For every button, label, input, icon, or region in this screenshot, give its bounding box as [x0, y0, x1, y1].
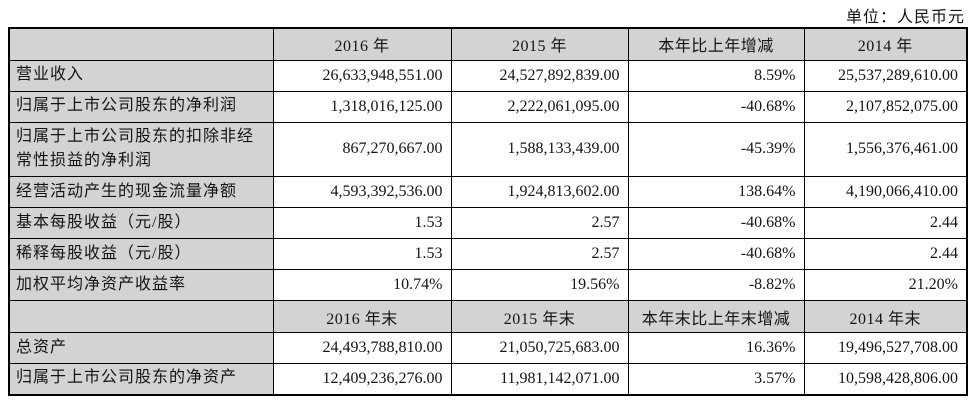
table-row-net-profit-excl-nonrecurring: 归属于上市公司股东的扣除非经常性损益的净利润 867,270,667.00 1,…: [8, 121, 968, 178]
header-2014-end: 2014 年末: [803, 300, 968, 334]
value-2014: 2.44: [803, 238, 968, 271]
value-change: -40.68%: [627, 238, 805, 271]
value-2016: 26,633,948,551.00: [272, 59, 452, 92]
header-yoy-end-change: 本年末比上年末增减: [627, 300, 805, 334]
table-row-total-assets: 总资产 24,493,788,810.00 21,050,725,683.00 …: [8, 332, 968, 365]
value-change: -40.68%: [627, 207, 805, 240]
row-label: 归属于上市公司股东的净利润: [8, 90, 274, 123]
value-2014: 4,190,066,410.00: [803, 176, 968, 209]
value-2014: 21.20%: [803, 269, 968, 302]
row-label: 总资产: [8, 332, 274, 365]
header-2014: 2014 年: [803, 27, 968, 61]
table-row-basic-eps: 基本每股收益（元/股） 1.53 2.57 -40.68% 2.44: [8, 207, 968, 240]
row-label: 经营活动产生的现金流量净额: [8, 176, 274, 209]
row-label: 基本每股收益（元/股）: [8, 207, 274, 240]
value-2014: 1,556,376,461.00: [803, 121, 968, 178]
value-2014: 2,107,852,075.00: [803, 90, 968, 123]
value-change: 16.36%: [627, 332, 805, 365]
table-row-weighted-avg-roe: 加权平均净资产收益率 10.74% 19.56% -8.82% 21.20%: [8, 269, 968, 302]
value-change: -45.39%: [627, 121, 805, 178]
financial-summary-table: 2016 年 2015 年 本年比上年增减 2014 年 营业收入 26,633…: [8, 27, 968, 396]
unit-label: 单位：人民币元: [845, 9, 965, 26]
value-change: -8.82%: [627, 269, 805, 302]
value-change: 8.59%: [627, 59, 805, 92]
value-2016: 10.74%: [272, 269, 452, 302]
value-change: -40.68%: [627, 90, 805, 123]
value-change: 138.64%: [627, 176, 805, 209]
table-row-revenue: 营业收入 26,633,948,551.00 24,527,892,839.00…: [8, 59, 968, 92]
value-2016: 867,270,667.00: [272, 121, 452, 178]
value-2015: 11,981,142,071.00: [450, 363, 629, 396]
value-2016: 4,593,392,536.00: [272, 176, 452, 209]
table-row-diluted-eps: 稀释每股收益（元/股） 1.53 2.57 -40.68% 2.44: [8, 238, 968, 271]
value-2014: 25,537,289,610.00: [803, 59, 968, 92]
value-2015: 1,924,813,602.00: [450, 176, 629, 209]
value-2015: 19.56%: [450, 269, 629, 302]
value-2016: 12,409,236,276.00: [272, 363, 452, 396]
value-2015: 2,222,061,095.00: [450, 90, 629, 123]
header-2015-end: 2015 年末: [450, 300, 629, 334]
value-2015: 21,050,725,683.00: [450, 332, 629, 365]
value-2015: 2.57: [450, 207, 629, 240]
table-row-net-profit: 归属于上市公司股东的净利润 1,318,016,125.00 2,222,061…: [8, 90, 968, 123]
annual-header-row: 2016 年 2015 年 本年比上年增减 2014 年: [8, 27, 968, 61]
value-2014: 10,598,428,806.00: [803, 363, 968, 396]
header-empty-cell: [8, 300, 274, 334]
row-label: 加权平均净资产收益率: [8, 269, 274, 302]
row-label: 归属于上市公司股东的扣除非经常性损益的净利润: [8, 121, 274, 178]
value-2016: 1,318,016,125.00: [272, 90, 452, 123]
header-2015: 2015 年: [450, 27, 629, 61]
header-empty-cell: [8, 27, 274, 61]
header-yoy-change: 本年比上年增减: [627, 27, 805, 61]
value-2014: 2.44: [803, 207, 968, 240]
table-row-net-assets: 归属于上市公司股东的净资产 12,409,236,276.00 11,981,1…: [8, 363, 968, 396]
value-2014: 19,496,527,708.00: [803, 332, 968, 365]
value-2015: 1,588,133,439.00: [450, 121, 629, 178]
value-2016: 1.53: [272, 207, 452, 240]
year-end-header-row: 2016 年末 2015 年末 本年末比上年末增减 2014 年末: [8, 300, 968, 334]
header-2016-end: 2016 年末: [272, 300, 452, 334]
header-2016: 2016 年: [272, 27, 452, 61]
value-change: 3.57%: [627, 363, 805, 396]
row-label: 营业收入: [8, 59, 274, 92]
value-2015: 24,527,892,839.00: [450, 59, 629, 92]
row-label: 归属于上市公司股东的净资产: [8, 363, 274, 396]
value-2016: 1.53: [272, 238, 452, 271]
value-2016: 24,493,788,810.00: [272, 332, 452, 365]
row-label: 稀释每股收益（元/股）: [8, 238, 274, 271]
table-row-operating-cash-flow: 经营活动产生的现金流量净额 4,593,392,536.00 1,924,813…: [8, 176, 968, 209]
value-2015: 2.57: [450, 238, 629, 271]
